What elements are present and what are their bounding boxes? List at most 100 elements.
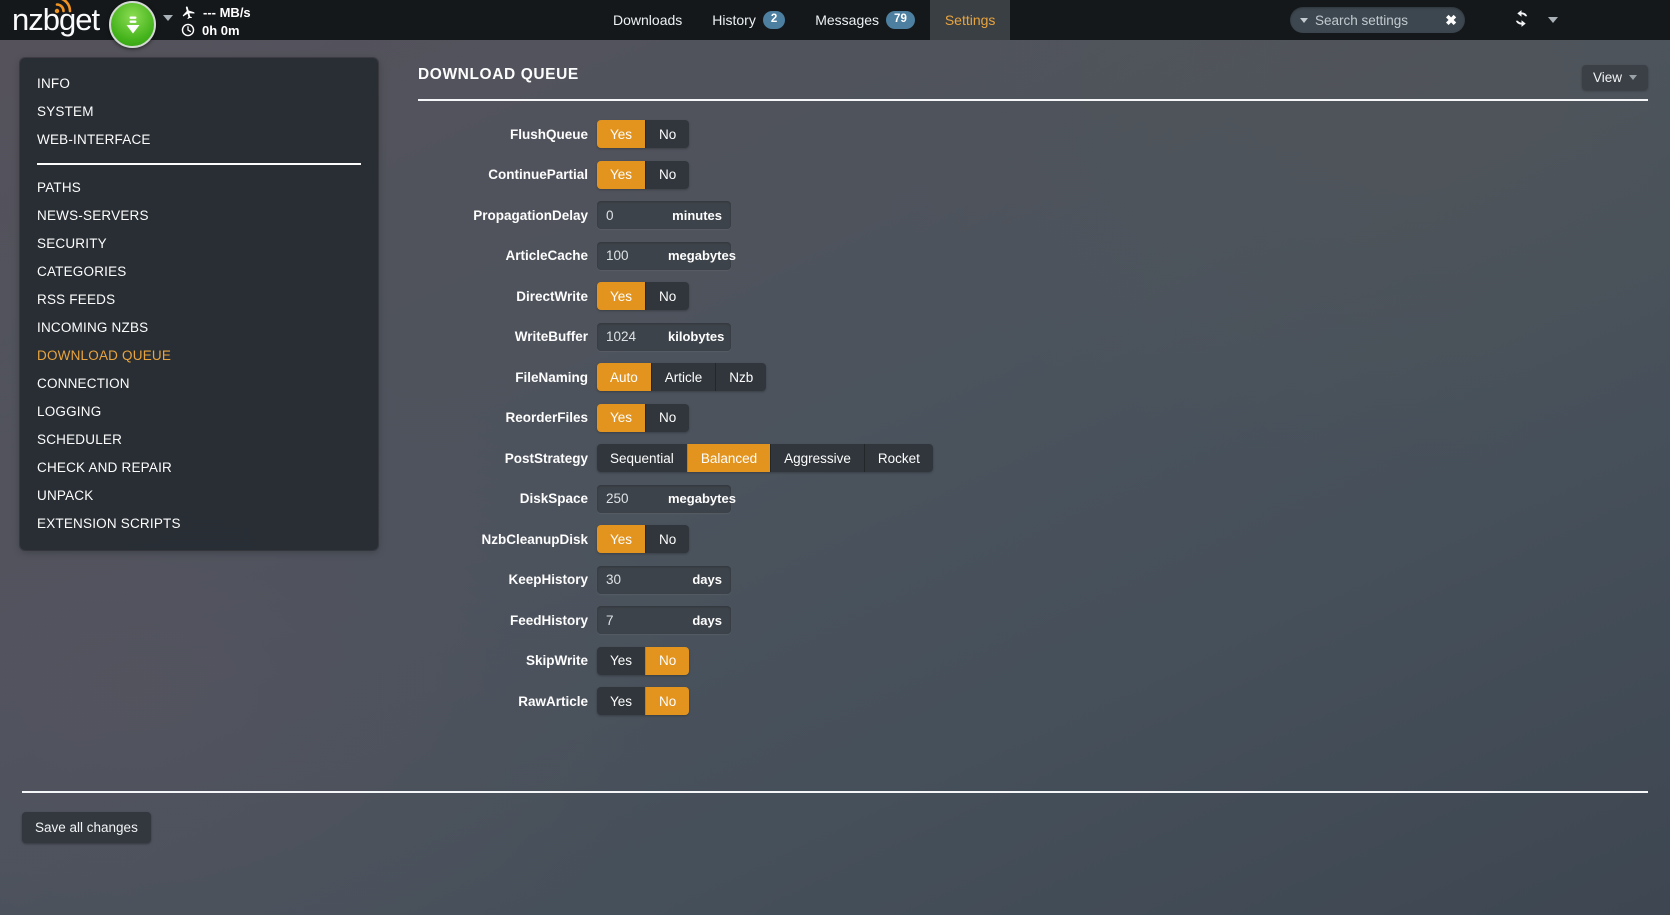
setting-row-filenaming: FileNaming Auto Article Nzb [418, 357, 1648, 398]
option-directwrite-no[interactable]: No [645, 282, 690, 311]
option-directwrite-yes[interactable]: Yes [597, 282, 646, 311]
option-reorderfiles-yes[interactable]: Yes [597, 403, 646, 432]
sidebar-item-news-servers[interactable]: NEWS-SERVERS [37, 208, 149, 223]
sidebar-item-paths[interactable]: PATHS [37, 180, 82, 195]
tab-label: Messages [815, 12, 880, 28]
option-filenaming-auto[interactable]: Auto [597, 363, 651, 392]
switch-group-flushqueue: Yes No [597, 120, 690, 149]
option-continuepartial-no[interactable]: No [645, 160, 690, 189]
top-navbar: nzbget --- MB/s 0h 0m Downloads History 2 M… [0, 0, 1670, 48]
sidebar-item-rss-feeds[interactable]: RSS FEEDS [37, 292, 116, 307]
sidebar-item-incoming-nzbs[interactable]: INCOMING NZBS [37, 320, 149, 335]
switch-group-rawarticle: Yes No [597, 687, 690, 716]
option-nzbcleanupdisk-no[interactable]: No [645, 525, 690, 554]
setting-row-articlecache: ArticleCache megabytes [418, 236, 1648, 277]
input-box-articlecache: megabytes [597, 241, 736, 270]
setting-label: DiskSpace [519, 491, 588, 507]
input-box-writebuffer: kilobytes [597, 322, 731, 351]
option-poststrategy-balanced[interactable]: Balanced [686, 444, 771, 473]
nav-tabs: Downloads History 2 Messages 79 Settings [598, 0, 1011, 40]
navbar-menu-caret-icon[interactable] [1548, 17, 1558, 23]
refresh-icon[interactable] [1511, 8, 1532, 29]
tab-messages[interactable]: Messages 79 [800, 0, 930, 40]
setting-row-poststrategy: PostStrategy Sequential Balanced Aggressive… [418, 438, 1648, 479]
setting-row-flushqueue: FlushQueue Yes No [418, 114, 1648, 155]
sidebar-item-scheduler[interactable]: SCHEDULER [37, 432, 123, 447]
tab-downloads[interactable]: Downloads [598, 0, 697, 40]
input-writebuffer[interactable] [606, 329, 668, 345]
option-skipwrite-yes[interactable]: Yes [597, 646, 646, 675]
sidebar-item-download-queue[interactable]: DOWNLOAD QUEUE [37, 348, 172, 363]
sidebar-item-unpack[interactable]: UNPACK [37, 488, 94, 503]
option-flushqueue-no[interactable]: No [645, 120, 690, 149]
switch-group-directwrite: Yes No [597, 282, 690, 311]
view-button-label: View [1592, 70, 1622, 85]
setting-label: PostStrategy [504, 450, 588, 466]
save-all-changes-button[interactable]: Save all changes [22, 812, 151, 843]
footer-divider [22, 791, 1648, 793]
setting-label: FeedHistory [509, 612, 588, 628]
option-rawarticle-no[interactable]: No [645, 687, 690, 716]
sidebar-item-security[interactable]: SECURITY [37, 236, 107, 251]
sidebar-item-extension-scripts[interactable]: EXTENSION SCRIPTS [37, 516, 181, 531]
sidebar-item-info[interactable]: INFO [37, 76, 71, 91]
setting-row-reorderfiles: ReorderFiles Yes No [418, 398, 1648, 439]
setting-row-diskspace: DiskSpace megabytes [418, 479, 1648, 520]
sidebar-item-system[interactable]: SYSTEM [37, 104, 94, 119]
setting-label: ContinuePartial [488, 167, 588, 183]
setting-row-nzbcleanupdisk: NzbCleanupDisk Yes No [418, 519, 1648, 560]
search-options-caret-icon[interactable] [1300, 17, 1308, 23]
time-left-text: 0h 0m [202, 22, 240, 38]
unit-label: days [692, 572, 722, 588]
option-poststrategy-sequential[interactable]: Sequential [597, 444, 687, 473]
setting-label: ReorderFiles [505, 410, 588, 426]
option-poststrategy-rocket[interactable]: Rocket [863, 444, 933, 473]
setting-label: RawArticle [518, 693, 588, 709]
input-box-propagationdelay: minutes [597, 201, 731, 230]
search-input[interactable] [1315, 12, 1446, 28]
clock-icon [181, 23, 195, 37]
switch-group-nzbcleanupdisk: Yes No [597, 525, 690, 554]
input-feedhistory[interactable] [606, 612, 668, 628]
input-box-keephistory: days [597, 565, 731, 594]
switch-group-continuepartial: Yes No [597, 160, 690, 189]
option-filenaming-article[interactable]: Article [650, 363, 716, 392]
input-articlecache[interactable] [606, 248, 668, 264]
download-play-button[interactable] [109, 1, 156, 48]
download-menu-caret-icon[interactable] [163, 15, 173, 21]
option-rawarticle-yes[interactable]: Yes [597, 687, 646, 716]
option-continuepartial-yes[interactable]: Yes [597, 160, 646, 189]
option-flushqueue-yes[interactable]: Yes [597, 120, 646, 149]
setting-label: KeepHistory [508, 572, 588, 588]
tab-label: Downloads [613, 12, 683, 28]
sidebar-item-web-interface[interactable]: WEB-INTERFACE [37, 132, 151, 147]
download-arrow-icon [126, 16, 139, 33]
input-propagationdelay[interactable] [606, 207, 668, 223]
tab-label: History [712, 12, 756, 28]
search-box: ✖ [1290, 7, 1465, 33]
input-box-diskspace: megabytes [597, 484, 736, 513]
tab-label: Settings [944, 12, 996, 28]
sidebar-item-connection[interactable]: CONNECTION [37, 376, 130, 391]
tab-settings[interactable]: Settings [929, 0, 1011, 40]
setting-row-skipwrite: SkipWrite Yes No [418, 641, 1648, 682]
sidebar-item-categories[interactable]: CATEGORIES [37, 264, 127, 279]
input-keephistory[interactable] [606, 572, 668, 588]
input-box-feedhistory: days [597, 606, 731, 635]
tab-history[interactable]: History 2 [697, 0, 800, 40]
setting-row-writebuffer: WriteBuffer kilobytes [418, 317, 1648, 358]
setting-row-directwrite: DirectWrite Yes No [418, 276, 1648, 317]
setting-row-feedhistory: FeedHistory days [418, 600, 1648, 641]
option-skipwrite-no[interactable]: No [645, 646, 690, 675]
clear-search-icon[interactable]: ✖ [1445, 12, 1457, 28]
setting-label: DirectWrite [516, 288, 588, 304]
option-poststrategy-aggressive[interactable]: Aggressive [770, 444, 864, 473]
option-filenaming-nzb[interactable]: Nzb [715, 363, 767, 392]
sidebar-item-logging[interactable]: LOGGING [37, 404, 102, 419]
input-diskspace[interactable] [606, 491, 668, 507]
settings-list: FlushQueue Yes No ContinuePartial Yes No Propa… [418, 114, 1648, 722]
view-button[interactable]: View [1581, 65, 1648, 90]
option-nzbcleanupdisk-yes[interactable]: Yes [597, 525, 646, 554]
sidebar-item-check-and-repair[interactable]: CHECK AND REPAIR [37, 460, 172, 475]
option-reorderfiles-no[interactable]: No [645, 403, 690, 432]
